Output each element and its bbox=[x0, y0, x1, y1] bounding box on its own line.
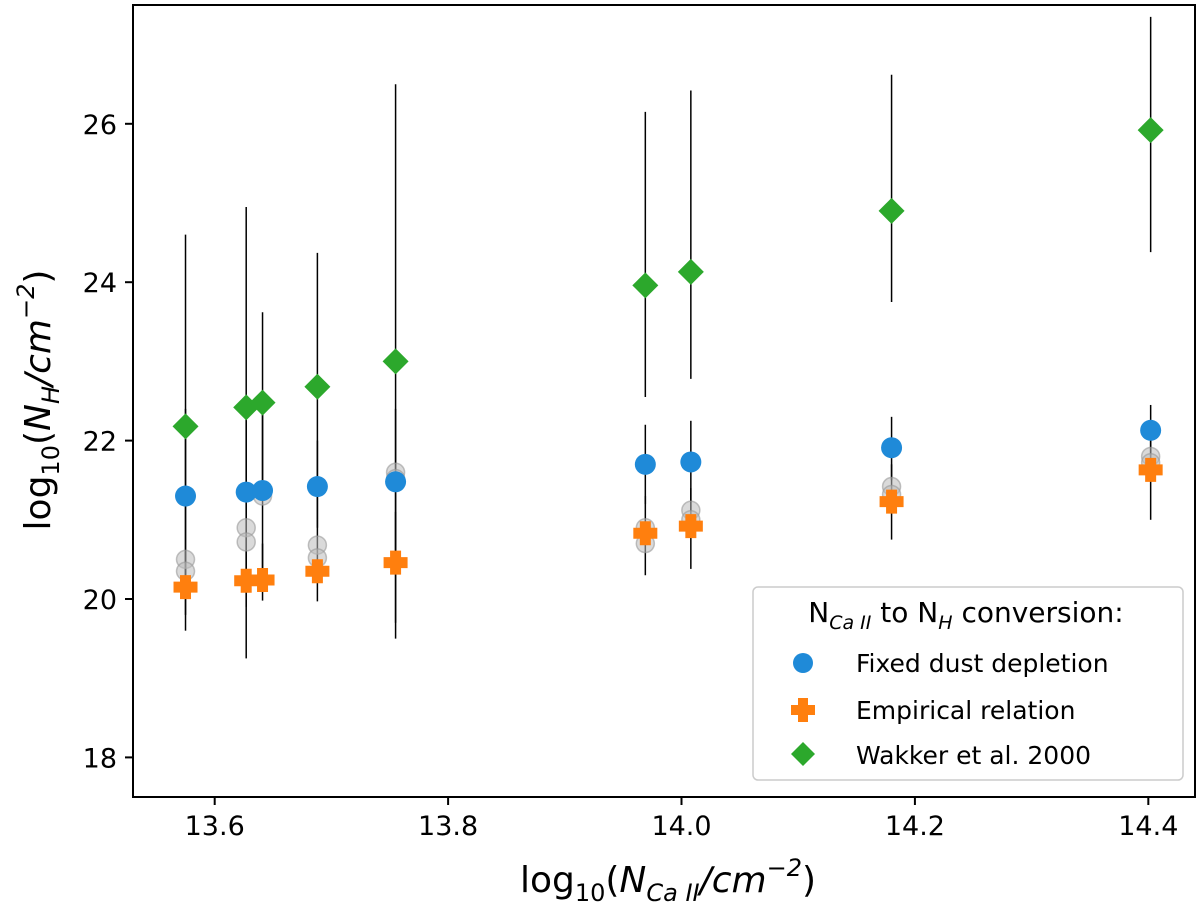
y-tick-label: 22 bbox=[83, 427, 117, 458]
x-tick-label: 14.2 bbox=[885, 811, 945, 842]
legend-marker-plus bbox=[791, 698, 815, 722]
y-axis-title: log10(NH/cm−2) bbox=[12, 270, 65, 531]
point-empirical-relation bbox=[678, 514, 703, 539]
point-fixed-dust-depletion bbox=[680, 451, 702, 473]
point-fixed-dust-depletion bbox=[306, 476, 328, 498]
point-wakker-2000 bbox=[172, 413, 199, 440]
point-empirical-relation bbox=[633, 521, 658, 546]
point-empirical-relation bbox=[234, 568, 259, 593]
markers-layer bbox=[172, 117, 1164, 600]
x-tick-label: 13.8 bbox=[418, 811, 478, 842]
y-tick-label: 24 bbox=[83, 268, 117, 299]
point-fixed-dust-depletion bbox=[385, 471, 407, 493]
point-fixed-dust-depletion bbox=[235, 481, 257, 503]
legend-label-wakker: Wakker et al. 2000 bbox=[856, 741, 1091, 770]
y-tick-label: 18 bbox=[83, 743, 117, 774]
point-fixed-dust-depletion bbox=[252, 479, 274, 501]
point-wakker-2000 bbox=[382, 348, 409, 375]
point-empirical-relation bbox=[305, 559, 330, 584]
legend: NCa II to NH conversion: Fixed dust depl… bbox=[752, 586, 1184, 781]
point-empirical-relation bbox=[383, 550, 408, 575]
legend-marker-diamond bbox=[791, 742, 815, 766]
legend-label-empirical: Empirical relation bbox=[856, 696, 1075, 725]
point-wakker-2000 bbox=[878, 197, 905, 224]
x-axis-title: log10(NCa II/cm−2) bbox=[520, 854, 816, 907]
point-wakker-2000 bbox=[249, 389, 276, 416]
legend-box bbox=[752, 586, 1184, 781]
x-tick-label: 13.6 bbox=[185, 811, 245, 842]
point-empirical-relation bbox=[250, 567, 275, 592]
point-wakker-2000 bbox=[304, 373, 331, 400]
x-tick-label: 14.4 bbox=[1118, 811, 1178, 842]
point-wakker-2000 bbox=[677, 258, 704, 285]
gray-reference-point bbox=[236, 532, 256, 552]
point-fixed-dust-depletion bbox=[881, 437, 903, 459]
error-bars-layer bbox=[184, 16, 1152, 659]
point-fixed-dust-depletion bbox=[634, 453, 656, 475]
legend-marker-circle bbox=[793, 653, 813, 673]
plot-frame bbox=[132, 4, 1196, 798]
y-axis-ticks: 18 20 22 24 26 bbox=[83, 110, 133, 774]
point-fixed-dust-depletion bbox=[175, 485, 197, 507]
point-wakker-2000 bbox=[632, 272, 659, 299]
point-empirical-relation bbox=[1138, 457, 1163, 482]
x-tick-label: 14.0 bbox=[651, 811, 711, 842]
point-wakker-2000 bbox=[233, 394, 260, 421]
legend-title: NCa II to NH conversion: bbox=[808, 596, 1123, 634]
y-tick-label: 20 bbox=[83, 585, 117, 616]
point-fixed-dust-depletion bbox=[1140, 419, 1162, 441]
x-axis-ticks: 13.6 13.8 14.0 14.2 14.4 bbox=[185, 797, 1178, 842]
point-empirical-relation bbox=[173, 575, 198, 600]
y-tick-label: 26 bbox=[83, 110, 117, 141]
point-empirical-relation bbox=[879, 489, 904, 514]
point-wakker-2000 bbox=[1137, 117, 1164, 144]
legend-label-fixed-dust: Fixed dust depletion bbox=[856, 649, 1109, 678]
